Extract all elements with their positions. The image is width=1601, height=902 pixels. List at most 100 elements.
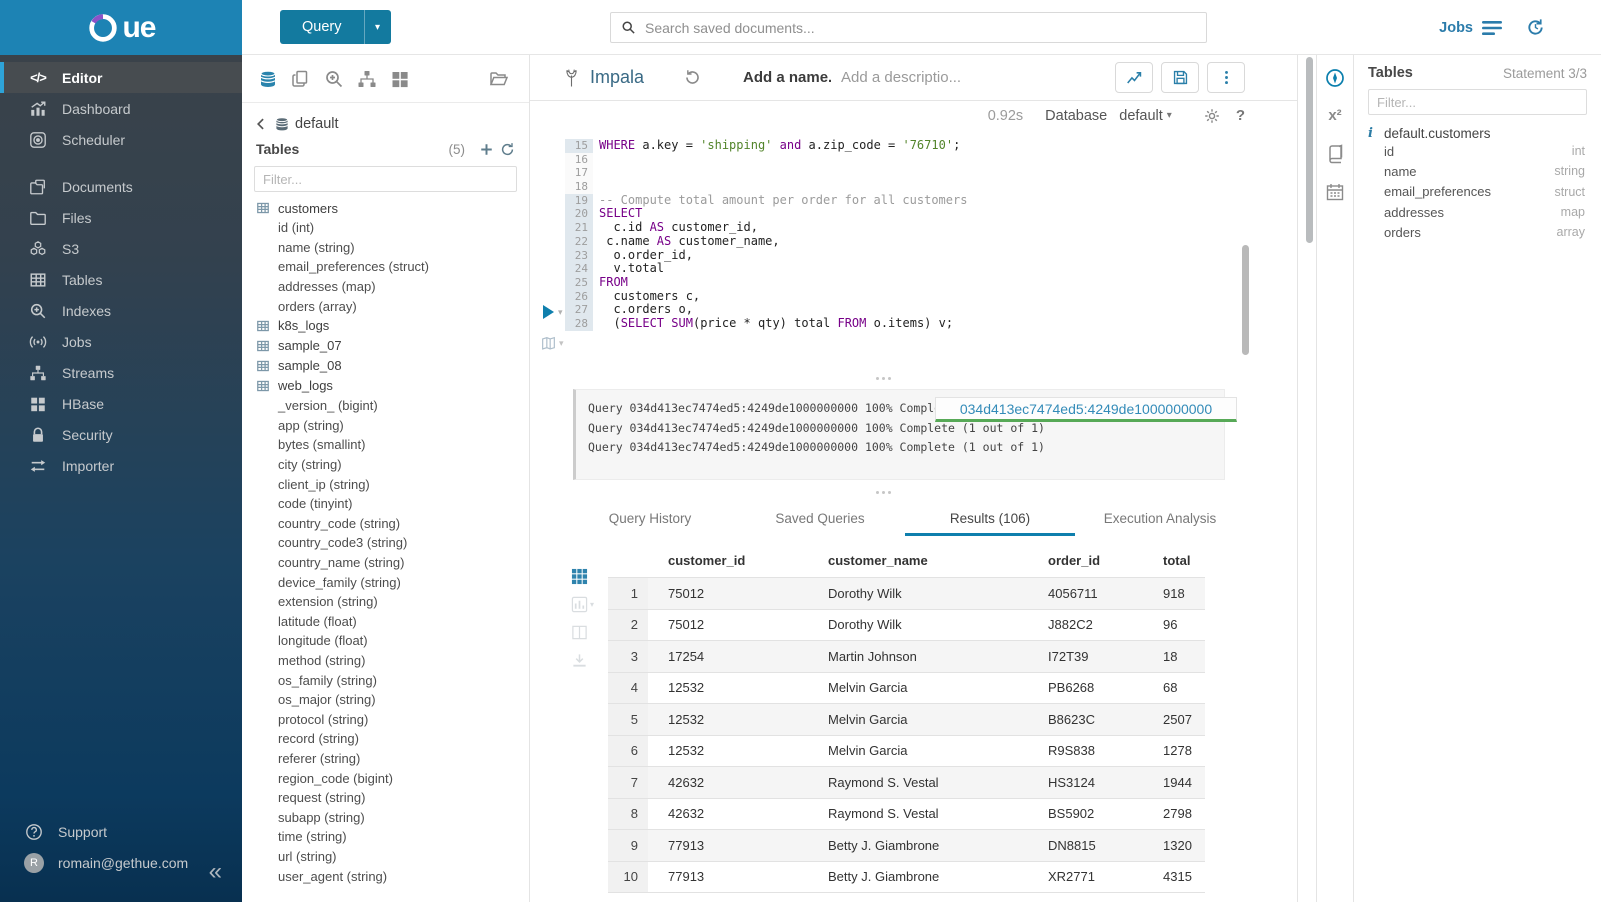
column-header-total[interactable]: total <box>1163 552 1191 568</box>
tree-column[interactable]: country_code3 (string) <box>278 535 408 551</box>
columns-view-icon[interactable] <box>571 624 597 652</box>
database-name[interactable]: default <box>295 116 339 132</box>
tree-table-sample_08[interactable]: sample_08 <box>242 356 529 376</box>
result-row-1[interactable]: 1 75012 Dorothy Wilk 4056711 918 <box>608 577 1205 609</box>
sidebar-item-editor[interactable]: </> Editor <box>0 62 242 93</box>
sidebar-item-streams[interactable]: Streams <box>0 357 242 388</box>
zoom-plus-icon[interactable] <box>324 69 344 89</box>
tree-column[interactable]: bytes (smallint) <box>278 437 366 453</box>
code-line-22[interactable]: 22 c.name AS customer_name, <box>530 234 1250 249</box>
more-actions-button[interactable] <box>1207 62 1245 93</box>
sidebar-collapse-icon[interactable]: « <box>208 858 222 885</box>
log-resize-grip[interactable] <box>882 377 885 380</box>
tree-column[interactable]: record (string) <box>278 731 359 747</box>
result-row-8[interactable]: 8 42632 Raymond S. Vestal BS5902 2798 <box>608 797 1205 829</box>
code-line-23[interactable]: 23 o.order_id, <box>530 248 1250 263</box>
tree-column[interactable]: client_ip (string) <box>278 476 370 492</box>
format-button[interactable]: ▾ <box>541 336 564 351</box>
code-line-19[interactable]: 19 -- Compute total amount per order for … <box>530 193 1250 208</box>
sidebar-item-security[interactable]: Security <box>0 419 242 450</box>
tree-column[interactable]: latitude (float) <box>278 613 357 629</box>
apps-grid-icon[interactable] <box>390 69 410 89</box>
folder-open-icon[interactable] <box>489 69 509 89</box>
refresh-icon[interactable] <box>500 142 515 157</box>
column-header-customer_name[interactable]: customer_name <box>828 552 928 568</box>
grid-view-icon[interactable] <box>571 568 597 596</box>
functions-icon[interactable]: x² <box>1328 107 1342 124</box>
code-line-25[interactable]: 25 FROM <box>530 275 1250 290</box>
tree-column[interactable]: id (int) <box>278 220 315 236</box>
code-line-15[interactable]: 15 WHERE a.key = 'shipping' and a.zip_cod… <box>530 138 1250 153</box>
tree-column[interactable]: time (string) <box>278 829 347 845</box>
sidebar-item-support[interactable]: Support <box>0 816 242 847</box>
documents-copy-icon[interactable] <box>291 69 311 89</box>
right-filter-input[interactable] <box>1368 89 1587 115</box>
tree-column[interactable]: app (string) <box>278 417 344 433</box>
active-table-row[interactable]: i default.customers <box>1368 126 1587 141</box>
chart-view-icon[interactable]: ▾ <box>571 596 597 624</box>
editor-history-icon[interactable] <box>684 69 701 86</box>
settings-gear-icon[interactable] <box>1204 108 1220 124</box>
chart-button[interactable] <box>1115 62 1153 93</box>
add-table-icon[interactable] <box>479 142 494 157</box>
sidebar-item-tables[interactable]: Tables <box>0 264 242 295</box>
download-icon[interactable] <box>571 652 597 680</box>
tree-column[interactable]: code (tinyint) <box>278 496 353 512</box>
sidebar-item-importer[interactable]: Importer <box>0 450 242 481</box>
tree-column[interactable]: name (string) <box>278 239 355 255</box>
result-row-9[interactable]: 9 77913 Betty J. Giambrone DN8815 1320 <box>608 829 1205 861</box>
tree-column[interactable]: os_family (string) <box>278 672 377 688</box>
sql-code-editor[interactable]: 15 WHERE a.key = 'shipping' and a.zip_cod… <box>530 138 1250 331</box>
code-line-17[interactable]: 17 <box>530 166 1250 181</box>
active-table-name[interactable]: default.customers <box>1384 126 1491 141</box>
query-caret-icon[interactable]: ▾ <box>363 10 391 44</box>
tree-table-web_logs[interactable]: web_logs <box>242 376 529 396</box>
query-button[interactable]: Query ▾ <box>280 10 391 44</box>
jobs-link[interactable]: Jobs <box>1439 19 1473 36</box>
code-line-21[interactable]: 21 c.id AS customer_id, <box>530 220 1250 235</box>
tree-column[interactable]: country_name (string) <box>278 555 405 571</box>
hue-logo[interactable]: ue <box>0 0 242 55</box>
result-row-5[interactable]: 5 12532 Melvin Garcia B8623C 2507 <box>608 703 1205 735</box>
result-row-2[interactable]: 2 75012 Dorothy Wilk J882C2 96 <box>608 608 1205 640</box>
engine-name[interactable]: Impala <box>590 67 645 87</box>
query-description-input[interactable] <box>841 69 972 86</box>
save-button[interactable] <box>1161 62 1199 93</box>
column-header-customer_id[interactable]: customer_id <box>668 552 746 568</box>
code-line-26[interactable]: 26 customers c, <box>530 289 1250 304</box>
sidebar-item-user[interactable]: R romain@gethue.com <box>0 847 242 878</box>
sidebar-item-dashboard[interactable]: Dashboard <box>0 93 242 124</box>
help-question-icon[interactable]: ? <box>1235 107 1245 124</box>
main-scrollbar[interactable] <box>1306 57 1313 243</box>
code-scrollbar[interactable] <box>1242 245 1249 355</box>
tree-column[interactable]: _version_ (bigint) <box>278 398 378 414</box>
sidebar-item-jobs[interactable]: Jobs <box>0 326 242 357</box>
database-selector[interactable]: default <box>1119 107 1163 124</box>
code-line-27[interactable]: 27 c.orders o, <box>530 302 1250 317</box>
tree-column[interactable]: email_preferences (struct) <box>278 259 429 275</box>
code-line-24[interactable]: 24 v.total <box>530 261 1250 276</box>
tree-column[interactable]: method (string) <box>278 652 366 668</box>
table-info-icon[interactable]: i <box>1368 126 1373 141</box>
tree-table-customers[interactable]: customers <box>242 198 529 218</box>
run-query-button[interactable]: ▾ <box>543 305 563 319</box>
tree-column[interactable]: os_major (string) <box>278 692 376 708</box>
right-column-orders[interactable]: orders array <box>1368 222 1587 242</box>
right-column-id[interactable]: id int <box>1368 141 1587 161</box>
code-line-16[interactable]: 16 <box>530 152 1250 167</box>
run-caret-icon[interactable]: ▾ <box>558 306 563 317</box>
jobs-list-icon[interactable] <box>1482 20 1502 36</box>
tree-column[interactable]: longitude (float) <box>278 633 368 649</box>
tree-column[interactable]: user_agent (string) <box>278 868 388 884</box>
tree-column[interactable]: city (string) <box>278 457 342 473</box>
result-row-4[interactable]: 4 12532 Melvin Garcia PB6268 68 <box>608 671 1205 703</box>
tree-column[interactable]: protocol (string) <box>278 711 369 727</box>
tree-column[interactable]: country_code (string) <box>278 515 401 531</box>
tables-filter-input[interactable] <box>254 166 517 192</box>
code-line-20[interactable]: 20 SELECT <box>530 207 1250 222</box>
tree-column[interactable]: request (string) <box>278 790 366 806</box>
tree-column[interactable]: device_family (string) <box>278 574 401 590</box>
column-header-order_id[interactable]: order_id <box>1048 552 1101 568</box>
tree-column[interactable]: referer (string) <box>278 750 361 766</box>
results-resize-grip[interactable] <box>882 491 885 494</box>
